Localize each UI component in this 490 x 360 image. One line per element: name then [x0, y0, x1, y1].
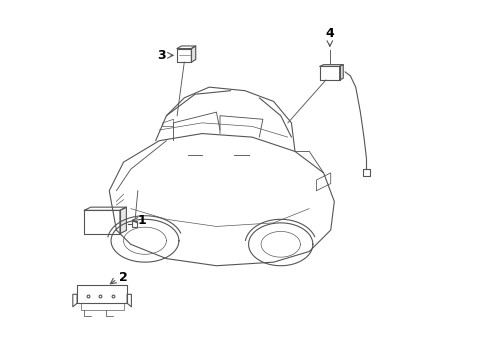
Polygon shape — [109, 134, 334, 266]
Polygon shape — [81, 303, 123, 310]
Polygon shape — [317, 173, 331, 191]
Polygon shape — [320, 64, 343, 66]
Text: 1: 1 — [138, 214, 147, 227]
Polygon shape — [192, 46, 196, 62]
Text: 4: 4 — [325, 27, 334, 40]
Polygon shape — [163, 119, 173, 126]
Text: 2: 2 — [119, 271, 127, 284]
Polygon shape — [84, 210, 120, 234]
Polygon shape — [120, 207, 126, 234]
Polygon shape — [177, 46, 196, 49]
Text: 3: 3 — [157, 49, 165, 62]
Polygon shape — [84, 207, 126, 210]
Polygon shape — [340, 64, 343, 80]
Polygon shape — [127, 294, 131, 307]
Polygon shape — [177, 49, 192, 62]
Polygon shape — [363, 169, 370, 176]
Polygon shape — [77, 285, 127, 303]
Bar — [132, 221, 137, 227]
Polygon shape — [320, 66, 340, 80]
Polygon shape — [73, 294, 77, 307]
